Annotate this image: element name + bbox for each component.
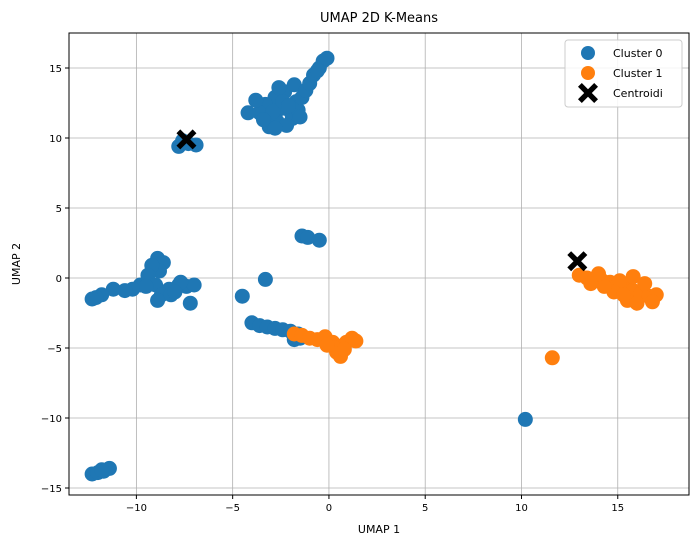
legend-label: Cluster 1 [613, 67, 663, 80]
legend-label: Cluster 0 [613, 47, 663, 60]
cluster-1-point [612, 273, 628, 289]
x-axis-label: UMAP 1 [358, 523, 400, 536]
plot-frame [68, 32, 690, 496]
cluster-0-point [105, 281, 121, 297]
y-tick-label: −10 [41, 414, 62, 425]
x-tick-label: 5 [422, 503, 428, 514]
x-tick-label: −5 [225, 503, 240, 514]
cluster-0-point [311, 232, 327, 248]
y-tick-label: 5 [56, 204, 62, 215]
cluster-0-point [257, 271, 273, 287]
axis-ticks: −10 −5 0 5 10 15 −15 −10 −5 0 5 10 15 [41, 64, 624, 514]
legend-marker-cluster-1 [581, 66, 595, 80]
cluster-0-point [281, 98, 297, 114]
x-tick-label: 10 [515, 503, 528, 514]
cluster-1-point [583, 276, 599, 292]
y-tick-label: 15 [49, 64, 62, 75]
y-tick-label: −5 [47, 344, 62, 355]
cluster-1-point [629, 295, 645, 311]
cluster-0-point [319, 50, 335, 66]
cluster-0-point [186, 277, 202, 293]
legend: Cluster 0 Cluster 1 Centroidi [564, 39, 683, 108]
cluster-0-point [300, 229, 316, 245]
y-tick-label: 0 [56, 274, 62, 285]
cluster-0-point [517, 411, 533, 427]
cluster-0-point [292, 109, 308, 125]
legend-marker-centroid [578, 83, 598, 103]
cluster-0-point [255, 112, 271, 128]
cluster-1-point [319, 337, 335, 353]
cluster-0-point [117, 283, 133, 299]
y-axis-label: UMAP 2 [10, 243, 23, 285]
centroid-marker [176, 129, 197, 150]
legend-marker-cluster-0 [581, 46, 595, 60]
cluster-1-point [644, 294, 660, 310]
cluster-0-point [138, 278, 154, 294]
cluster-0-point [234, 288, 250, 304]
cluster-0-point [240, 105, 256, 121]
x-tick-label: −10 [126, 503, 147, 514]
cluster-0-point [150, 292, 166, 308]
cluster-1-point [336, 341, 352, 357]
y-tick-label: −15 [41, 484, 62, 495]
cluster-0-point [182, 295, 198, 311]
x-tick-label: 0 [326, 503, 332, 514]
cluster-0-point [279, 117, 295, 133]
chart-title: UMAP 2D K-Means [320, 11, 438, 26]
cluster-1-point [616, 287, 632, 303]
cluster-0-point [267, 120, 283, 136]
cluster-1-point [625, 269, 641, 285]
x-tick-label: 15 [611, 503, 624, 514]
cluster-1-point [544, 350, 560, 366]
cluster-0-point [84, 291, 100, 307]
cluster-0-point [167, 284, 183, 300]
centroid-marker [567, 251, 588, 272]
cluster-1-point [596, 278, 612, 294]
cluster-0-point [286, 77, 302, 93]
cluster-0-point [271, 80, 287, 96]
cluster-0-point [94, 462, 110, 478]
data-points [84, 50, 664, 482]
cluster-1-point [348, 333, 364, 349]
cluster-1-point [637, 276, 653, 292]
cluster-0-point [248, 92, 264, 108]
legend-label: Centroidi [613, 87, 663, 100]
cluster-0-point [309, 63, 325, 79]
y-tick-label: 10 [49, 134, 62, 145]
